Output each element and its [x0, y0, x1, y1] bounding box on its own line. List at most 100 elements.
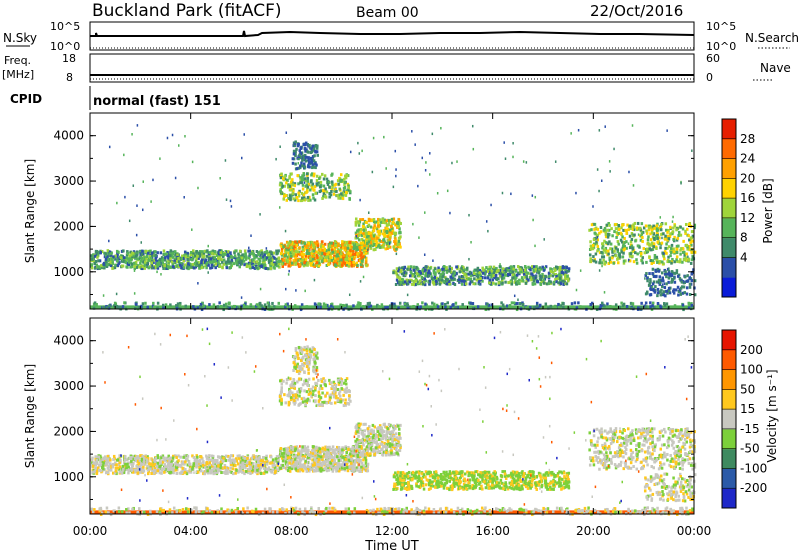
echo-cell	[280, 173, 283, 177]
echo-cell	[141, 249, 144, 253]
echo-cell	[286, 183, 290, 187]
echo-cell	[434, 273, 437, 277]
echo-cell	[233, 304, 237, 308]
echo-cell	[354, 251, 358, 255]
echo-cell	[356, 247, 360, 251]
echo-cell	[305, 190, 308, 194]
echo-speck	[243, 133, 245, 136]
echo-cell	[665, 275, 668, 279]
echo-cell	[367, 223, 371, 227]
echo-cell	[116, 466, 120, 470]
echo-cell	[611, 256, 614, 260]
echo-cell	[330, 187, 334, 191]
echo-cell	[275, 257, 278, 261]
echo-speck	[517, 298, 519, 302]
echo-speck	[348, 293, 351, 297]
power-heatmap-data	[90, 124, 697, 312]
echo-speck	[661, 283, 664, 286]
echo-cell	[150, 254, 154, 258]
echo-cell	[255, 463, 258, 467]
echo-cell	[312, 196, 315, 200]
echo-cell	[210, 266, 214, 270]
echo-cell	[369, 304, 373, 308]
echo-cell	[321, 240, 324, 244]
echo-cell	[518, 267, 522, 271]
echo-cell	[599, 306, 602, 310]
echo-cell	[336, 250, 340, 254]
echo-cell	[284, 250, 288, 254]
echo-cell	[626, 223, 629, 227]
echo-cell	[331, 182, 334, 186]
echo-cell	[363, 235, 366, 239]
echo-cell	[230, 262, 233, 266]
echo-cell	[122, 471, 126, 475]
echo-cell	[358, 238, 361, 242]
echo-cell	[527, 265, 530, 269]
echo-cell	[655, 227, 658, 231]
echo-cell	[415, 272, 419, 276]
echo-cell	[405, 278, 408, 282]
echo-cell	[533, 282, 537, 286]
echo-cell	[248, 263, 252, 267]
freq-right-tick-bottom: 0	[706, 71, 713, 84]
echo-cell	[649, 280, 652, 284]
echo-cell	[607, 232, 610, 236]
echo-cell	[327, 250, 331, 254]
echo-cell	[670, 261, 673, 265]
echo-cell	[110, 257, 113, 261]
echo-cell	[148, 467, 151, 471]
echo-cell	[682, 308, 685, 312]
echo-cell	[641, 256, 644, 260]
echo-cell	[484, 308, 488, 312]
echo-cell	[342, 246, 345, 250]
echo-cell	[653, 254, 657, 258]
echo-cell	[606, 302, 609, 306]
echo-cell	[93, 266, 97, 270]
echo-cell	[658, 282, 662, 286]
echo-cell	[299, 176, 302, 180]
echo-cell	[628, 224, 632, 228]
echo-cell	[486, 276, 490, 280]
echo-cell	[235, 258, 239, 262]
echo-cell	[307, 241, 311, 245]
echo-cell	[258, 259, 262, 263]
echo-cell	[662, 290, 666, 294]
echo-cell	[292, 242, 295, 246]
echo-cell	[109, 260, 113, 264]
echo-cell	[214, 262, 218, 266]
echo-speck	[570, 132, 572, 135]
echo-cell	[304, 141, 308, 145]
echo-cell	[397, 239, 401, 243]
echo-cell	[668, 260, 671, 264]
echo-cell	[284, 305, 287, 309]
echo-speck	[140, 241, 143, 244]
range-tick-label: 3000	[53, 174, 84, 188]
echo-cell	[118, 465, 122, 469]
echo-cell	[160, 471, 163, 475]
echo-cell	[525, 279, 528, 283]
nsky-label: N.Sky	[3, 31, 37, 45]
echo-cell	[382, 243, 386, 247]
echo-cell	[213, 466, 217, 470]
echo-cell	[291, 183, 295, 187]
echo-cell	[688, 282, 692, 286]
echo-cell	[183, 455, 187, 459]
echo-cell	[237, 260, 241, 264]
echo-cell	[390, 232, 393, 236]
echo-cell	[175, 260, 179, 264]
echo-cell	[664, 270, 667, 274]
echo-cell	[218, 256, 222, 260]
echo-cell	[287, 264, 290, 268]
echo-cell	[202, 472, 205, 476]
echo-cell	[307, 165, 310, 169]
echo-cell	[596, 245, 600, 249]
echo-cell	[373, 242, 376, 246]
echo-cell	[354, 246, 358, 250]
echo-cell	[668, 271, 671, 275]
echo-cell	[230, 258, 233, 262]
echo-cell	[333, 248, 336, 252]
echo-cell	[251, 266, 255, 270]
echo-cell	[492, 265, 496, 269]
echo-cell	[375, 220, 379, 224]
echo-speck	[680, 181, 682, 185]
